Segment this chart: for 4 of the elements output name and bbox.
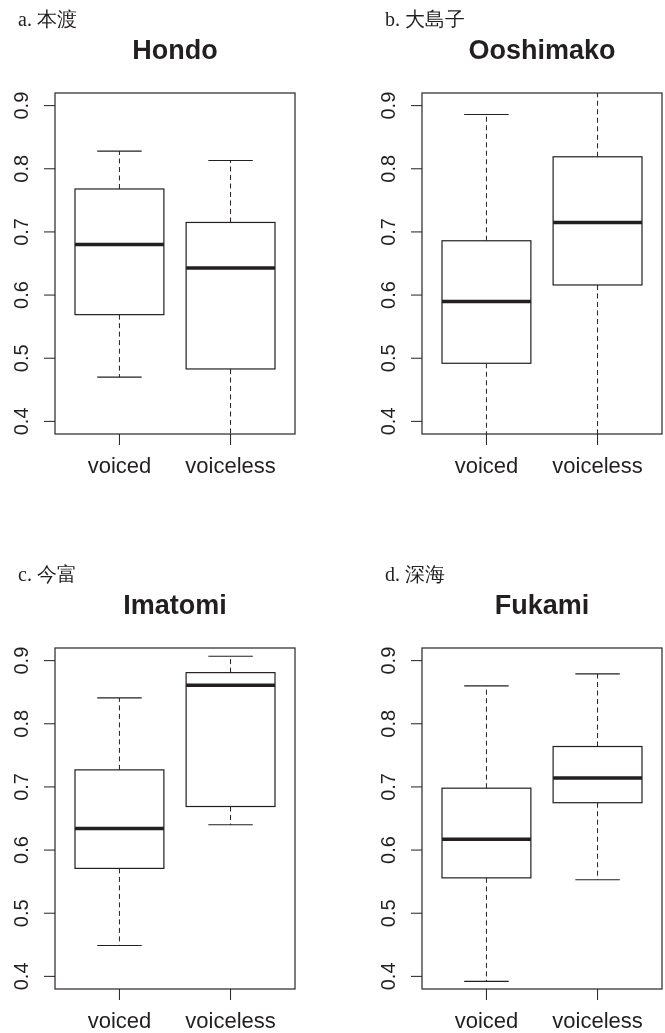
title: Fukami	[494, 590, 590, 620]
title: Ooshimako	[468, 35, 616, 65]
title: Hondo	[132, 35, 218, 65]
title: Imatomi	[123, 590, 227, 620]
